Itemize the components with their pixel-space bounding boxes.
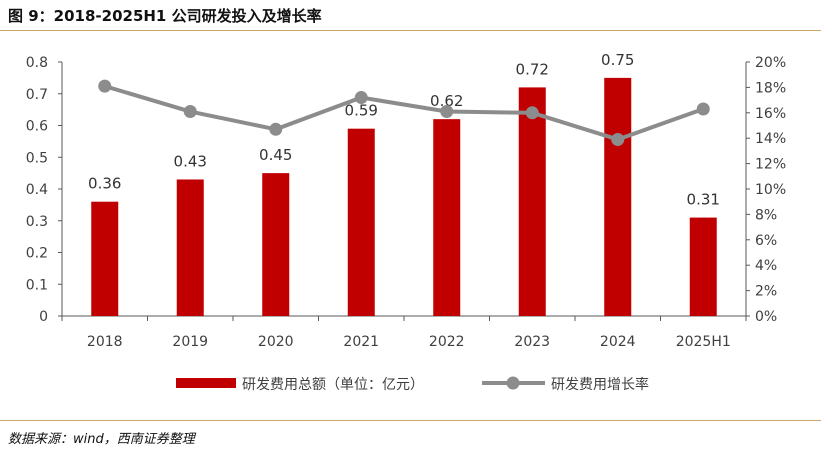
right-tick-label: 18%	[755, 80, 786, 96]
bar-data-label: 0.72	[516, 60, 549, 78]
bar	[176, 179, 204, 316]
growth-rate-point	[525, 106, 539, 120]
growth-rate-point	[696, 102, 710, 116]
x-tick-label: 2018	[87, 334, 123, 350]
right-tick-label: 10%	[755, 182, 786, 198]
growth-rate-point	[183, 105, 197, 119]
source-note: 数据来源：wind，西南证券整理	[8, 432, 195, 447]
bar	[689, 217, 717, 316]
left-tick-label: 0.1	[26, 277, 48, 293]
bar	[518, 87, 546, 317]
bar-data-label: 0.59	[345, 102, 378, 120]
growth-rate-point	[269, 122, 283, 136]
growth-rate-point	[611, 132, 625, 146]
legend-line-label: 研发费用增长率	[551, 376, 649, 393]
legend-bar-swatch	[176, 378, 236, 388]
right-tick-label: 4%	[755, 258, 777, 274]
x-tick-label: 2022	[429, 334, 465, 350]
figure-title: 图 9：2018-2025H1 公司研发投入及增长率	[8, 7, 322, 25]
bar-data-label: 0.36	[88, 175, 121, 193]
top-divider	[0, 30, 821, 31]
right-tick-label: 0%	[755, 309, 777, 325]
x-tick-label: 2023	[514, 334, 550, 350]
right-tick-label: 16%	[755, 106, 786, 122]
right-tick-label: 14%	[755, 131, 786, 147]
bar	[433, 119, 461, 317]
x-tick-label: 2019	[172, 334, 208, 350]
left-tick-label: 0.8	[26, 55, 48, 71]
right-tick-label: 12%	[755, 157, 786, 173]
bar-data-label: 0.31	[687, 191, 720, 209]
x-tick-label: 2024	[600, 334, 636, 350]
right-tick-label: 2%	[755, 284, 777, 300]
bar-data-label: 0.62	[430, 92, 463, 110]
legend-bar-label: 研发费用总额（单位：亿元）	[242, 377, 424, 393]
left-tick-label: 0.4	[26, 182, 48, 198]
left-tick-label: 0.7	[26, 87, 48, 103]
x-tick-label: 2025H1	[676, 334, 731, 350]
bar	[262, 173, 290, 316]
right-tick-label: 8%	[755, 207, 777, 223]
left-tick-label: 0.3	[26, 214, 48, 230]
left-tick-label: 0	[39, 309, 48, 325]
growth-rate-line	[104, 84, 704, 142]
x-tick-label: 2021	[343, 334, 379, 350]
legend-line-marker	[506, 376, 520, 390]
left-tick-label: 0.5	[26, 150, 48, 166]
bar	[91, 201, 119, 316]
growth-rate-point	[440, 105, 454, 119]
left-tick-label: 0.6	[26, 119, 48, 135]
right-tick-label: 6%	[755, 233, 777, 249]
combo-chart: 0 0.1 0.2 0.3 0.4 0.5 0.6 0.7 0.8 0% 2% 4% 6% 8% 10% 12…	[26, 51, 786, 393]
bar-data-label: 0.45	[259, 146, 292, 164]
bar	[347, 128, 375, 316]
bar-data-label: 0.75	[601, 51, 634, 69]
growth-rate-point	[354, 91, 368, 105]
bar-data-label: 0.43	[174, 152, 207, 170]
bottom-divider	[0, 420, 821, 421]
x-tick-label: 2020	[258, 334, 294, 350]
growth-rate-point	[98, 79, 112, 93]
right-tick-label: 20%	[755, 55, 786, 71]
bar	[604, 77, 632, 316]
left-tick-label: 0.2	[26, 246, 48, 262]
